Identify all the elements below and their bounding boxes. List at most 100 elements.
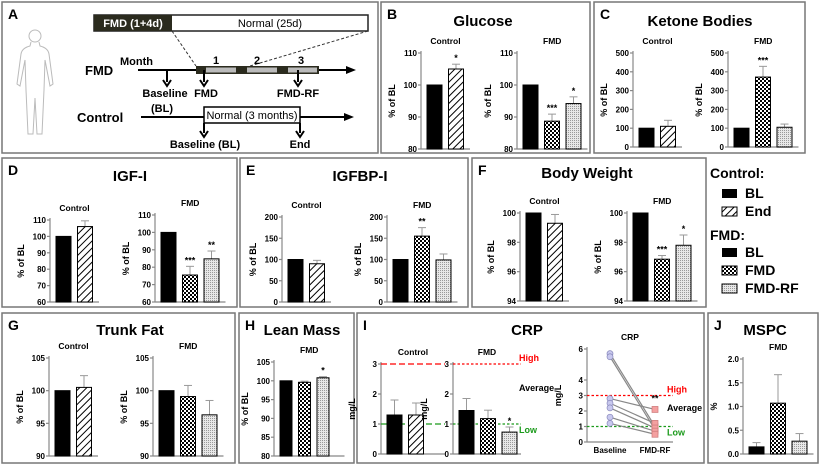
reference-label: High <box>519 353 539 363</box>
y-tick-label: 90 <box>37 249 46 258</box>
pair-line <box>609 416 656 432</box>
y-tick-label: 94 <box>614 297 623 306</box>
subplot-fmd: 0.0 0.5 1.0 1.5 2.0% FMD <box>709 342 814 459</box>
bar-end <box>408 414 424 455</box>
arrow-right-icon <box>346 66 356 74</box>
fmd-rf-point <box>651 406 659 413</box>
bar-bl <box>279 380 293 457</box>
panel-letter: E <box>246 162 255 178</box>
y-tick-label: 110 <box>404 49 417 58</box>
panel-title: Glucose <box>453 13 512 30</box>
y-tick-label: 105 <box>32 354 46 363</box>
bar-fmd-rf <box>776 126 793 148</box>
legend-swatch-solid <box>722 248 737 257</box>
panel-i-chart: I CRP 0 1 2 3 mg/L Control 0 1 2 3 mg/L FMD High Low Ave… <box>347 312 705 464</box>
bar-fmd <box>298 381 311 457</box>
baseline-point <box>606 420 614 427</box>
bar-fmd <box>182 274 198 303</box>
x-tick-label: Baseline <box>594 446 627 455</box>
subplot-title: FMD <box>179 341 197 351</box>
bar-fmd <box>755 76 771 148</box>
y-tick-label: 95 <box>36 419 45 428</box>
baseline-point <box>606 404 614 412</box>
y-tick-label: 94 <box>507 297 516 306</box>
y-axis-label: % <box>709 402 719 410</box>
control-baseline-label: Baseline (BL) <box>170 139 241 151</box>
panel-g-chart: G Trunk Fat 90 95 100 105 % of BL Control 90 95 10… <box>1 312 236 464</box>
y-tick-label: 200 <box>265 213 279 222</box>
y-tick-label: 3 <box>373 360 378 369</box>
subplot-title: FMD <box>300 345 318 355</box>
bar-fmd <box>480 418 496 455</box>
subplot-fmd: 80 85 90 95 100 105 % of BL FMD * <box>240 345 345 461</box>
significance-marker: ** <box>208 240 216 250</box>
bar-bl <box>426 84 443 150</box>
y-tick-label: 0.5 <box>728 426 740 435</box>
subplot-control: 90 95 100 105 % of BL Control <box>15 341 98 461</box>
y-axis-label: % of BL <box>694 83 704 117</box>
y-tick-label: 0 <box>579 438 584 447</box>
y-tick-label: 90 <box>504 113 513 122</box>
y-tick-label: 80 <box>504 145 513 154</box>
y-tick-label: 70 <box>37 282 46 291</box>
significance-marker: * <box>321 366 325 376</box>
bar-fmd-rf <box>316 377 330 457</box>
panel-letter: H <box>245 317 255 333</box>
significance-marker: ** <box>651 394 659 404</box>
bar-end <box>448 68 464 150</box>
legend-label: BL <box>745 185 764 201</box>
down-arrows <box>199 123 305 139</box>
bar-bl <box>160 231 177 303</box>
y-tick-label: 100 <box>404 81 418 90</box>
panel-letter: C <box>600 6 610 22</box>
panel-a-study-design: A FMD (1+4d) Normal (25d) Month 1 2 3 FM… <box>1 1 379 154</box>
y-tick-label: 90 <box>261 414 270 423</box>
panel-h-chart: H Lean Mass 80 85 90 95 100 105 % of BL FMD * <box>238 312 355 464</box>
y-axis-label: % of BL <box>486 240 496 274</box>
subplot-control: 0 1 2 3 mg/L Control <box>347 347 445 459</box>
month-number: 3 <box>298 55 304 67</box>
bar-end <box>309 263 325 303</box>
subplot-fmd: 0 50 100 150 200 % of BL FMD ** <box>353 200 458 307</box>
y-axis-label: mg/L <box>419 398 429 420</box>
baseline-label: Baseline <box>142 88 187 100</box>
legend-label: End <box>745 203 771 219</box>
panel-title: Ketone Bodies <box>647 13 752 30</box>
legend-swatch-hatch <box>721 206 738 217</box>
normal-period-label: Normal (25d) <box>238 18 302 30</box>
pair-line <box>609 422 656 435</box>
bar-end <box>547 222 563 302</box>
y-tick-label: 6 <box>579 345 584 354</box>
y-tick-label: 200 <box>711 105 725 114</box>
panel-letter: I <box>363 317 367 333</box>
y-tick-label: 110 <box>500 49 513 58</box>
bar-fmd-rf <box>435 259 452 303</box>
bar-fmd-rf <box>501 431 518 455</box>
y-tick-label: 100 <box>711 124 725 133</box>
panel-letter: J <box>714 317 722 333</box>
panel-e-chart: E IGFBP-I 0 50 100 150 200 % of BL Control 0 50 100… <box>239 157 469 308</box>
y-tick-label: 85 <box>261 433 270 442</box>
subplot-title: FMD <box>181 198 199 208</box>
bar-bl <box>522 84 539 150</box>
y-tick-label: 105 <box>136 354 150 363</box>
month-label: Month <box>120 56 153 68</box>
y-axis-label: mg/L <box>347 398 357 420</box>
y-tick-label: 98 <box>614 238 623 247</box>
bar-end <box>76 386 92 457</box>
y-axis-label: % of BL <box>16 244 26 278</box>
y-tick-label: 98 <box>507 238 516 247</box>
baseline-point <box>606 413 614 421</box>
panel-letter: B <box>387 6 397 22</box>
bar-fmd-rf <box>201 414 218 457</box>
zoom-dashed-line <box>171 30 197 67</box>
reference-label: Low <box>519 425 538 435</box>
y-tick-label: 90 <box>36 452 45 461</box>
y-tick-label: 1.5 <box>728 379 740 388</box>
panel-title: IGF-I <box>113 168 147 185</box>
y-tick-label: 100 <box>370 256 384 265</box>
subplot-title: Control <box>58 341 88 351</box>
y-axis-label: % of BL <box>248 242 258 276</box>
